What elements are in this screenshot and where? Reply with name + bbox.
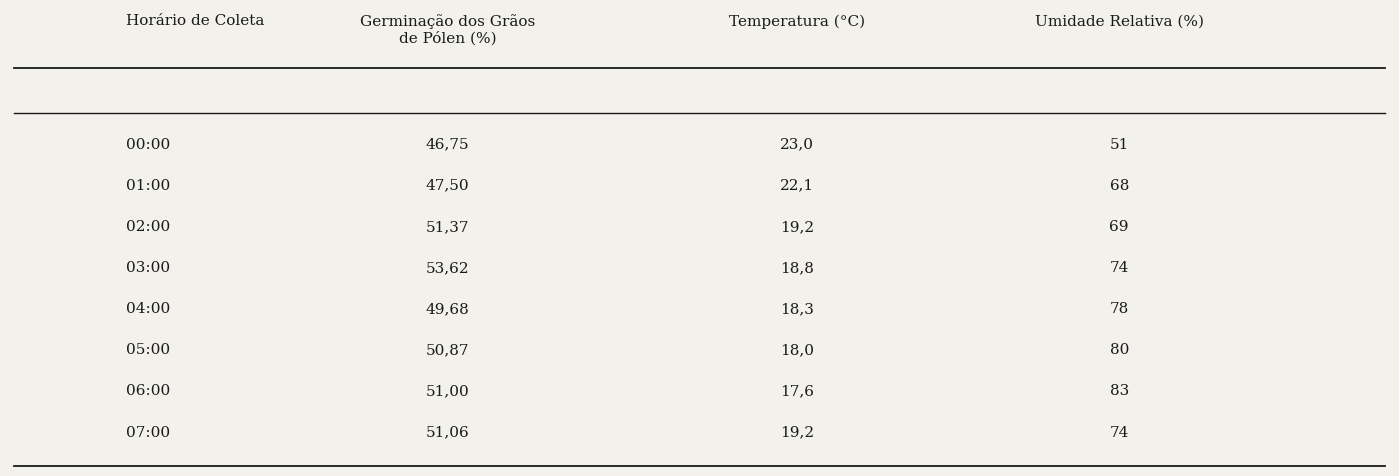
Text: 50,87: 50,87 bbox=[425, 343, 470, 357]
Text: 00:00: 00:00 bbox=[126, 137, 171, 151]
Text: 19,2: 19,2 bbox=[781, 425, 814, 439]
Text: 06:00: 06:00 bbox=[126, 384, 171, 397]
Text: 07:00: 07:00 bbox=[126, 425, 171, 439]
Text: 46,75: 46,75 bbox=[425, 137, 470, 151]
Text: 74: 74 bbox=[1109, 260, 1129, 275]
Text: 18,8: 18,8 bbox=[781, 260, 814, 275]
Text: 49,68: 49,68 bbox=[425, 301, 470, 316]
Text: 51,06: 51,06 bbox=[425, 425, 470, 439]
Text: 18,3: 18,3 bbox=[781, 301, 814, 316]
Text: 04:00: 04:00 bbox=[126, 301, 171, 316]
Text: 03:00: 03:00 bbox=[126, 260, 171, 275]
Text: 74: 74 bbox=[1109, 425, 1129, 439]
Text: 23,0: 23,0 bbox=[781, 137, 814, 151]
Text: Umidade Relativa (%): Umidade Relativa (%) bbox=[1035, 14, 1203, 28]
Text: 19,2: 19,2 bbox=[781, 219, 814, 233]
Text: 68: 68 bbox=[1109, 178, 1129, 192]
Text: 51: 51 bbox=[1109, 137, 1129, 151]
Text: 69: 69 bbox=[1109, 219, 1129, 233]
Text: 17,6: 17,6 bbox=[781, 384, 814, 397]
Text: 51,37: 51,37 bbox=[425, 219, 470, 233]
Text: Horário de Coleta: Horário de Coleta bbox=[126, 14, 264, 28]
Text: 22,1: 22,1 bbox=[781, 178, 814, 192]
Text: 01:00: 01:00 bbox=[126, 178, 171, 192]
Text: 78: 78 bbox=[1109, 301, 1129, 316]
Text: 80: 80 bbox=[1109, 343, 1129, 357]
Text: Germinação dos Grãos
de Pólen (%): Germinação dos Grãos de Pólen (%) bbox=[360, 14, 536, 46]
Text: 53,62: 53,62 bbox=[425, 260, 470, 275]
Text: 83: 83 bbox=[1109, 384, 1129, 397]
Text: 05:00: 05:00 bbox=[126, 343, 171, 357]
Text: 51,00: 51,00 bbox=[425, 384, 470, 397]
Text: 47,50: 47,50 bbox=[425, 178, 470, 192]
Text: 18,0: 18,0 bbox=[781, 343, 814, 357]
Text: 02:00: 02:00 bbox=[126, 219, 171, 233]
Text: Temperatura (°C): Temperatura (°C) bbox=[729, 14, 866, 29]
